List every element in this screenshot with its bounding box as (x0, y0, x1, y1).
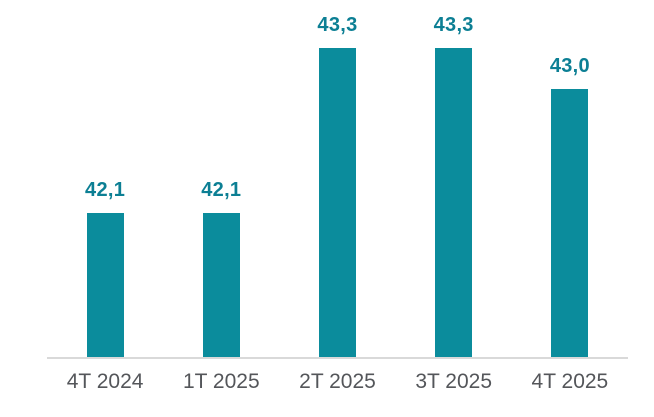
x-axis-tick-label: 2T 2025 (299, 370, 376, 393)
bar-value-label: 43,0 (549, 55, 590, 77)
bar (551, 89, 589, 357)
bar (202, 213, 240, 357)
x-axis-tick-label: 4T 2025 (531, 370, 609, 393)
bar-value-label: 42,1 (85, 179, 126, 201)
bar (319, 48, 356, 357)
bar (435, 48, 473, 357)
x-axis-tick-label: 3T 2025 (415, 370, 493, 393)
x-axis-line (47, 357, 628, 359)
x-axis-tick-label: 4T 2024 (66, 370, 144, 393)
bar-value-label: 43,3 (433, 14, 474, 36)
bar (86, 213, 124, 357)
x-axis-tick-label: 1T 2025 (182, 370, 260, 393)
bar-value-label: 42,1 (201, 179, 242, 201)
bar-value-label: 43,3 (317, 14, 358, 36)
